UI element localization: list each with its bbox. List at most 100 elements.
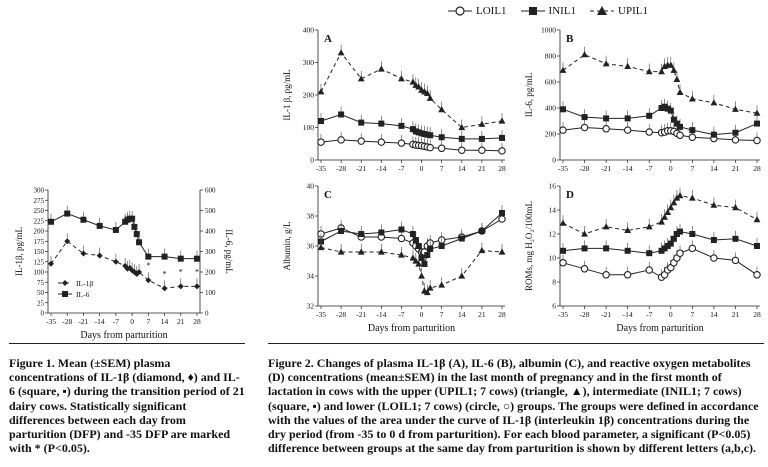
y2-tick-label: 100 — [205, 289, 216, 297]
data-point — [658, 247, 665, 254]
circle-open-marker-icon — [448, 6, 472, 16]
x-tick-label: 0 — [130, 317, 134, 326]
y2-tick-label: 300 — [205, 248, 216, 256]
x-tick-label: -14 — [623, 310, 633, 319]
series-il6 — [48, 205, 200, 262]
data-point — [145, 277, 152, 284]
data-point — [398, 251, 405, 258]
data-point — [124, 265, 131, 272]
series-upil1 — [559, 46, 761, 116]
data-point — [62, 280, 68, 286]
legend-item-inil1: INIL1 — [520, 5, 576, 17]
data-point — [415, 83, 423, 90]
data-point — [129, 215, 136, 222]
data-point — [177, 283, 184, 290]
x-tick-label: -35 — [46, 317, 56, 326]
data-point — [667, 240, 674, 247]
x-tick-label: 21 — [177, 317, 185, 326]
chart-panel: 6 8 10 12 14 16 -35 -28 -21 -14 -7 0 7 14 21 28 Days fro… — [524, 182, 761, 335]
data-point — [580, 123, 589, 132]
x-tick-label: -35 — [316, 310, 326, 319]
y-tick-label: 6 — [552, 302, 556, 311]
data-point — [667, 204, 675, 211]
x-tick-label: -28 — [336, 164, 346, 173]
y-tick-label: 1000 — [541, 26, 556, 35]
data-point — [670, 235, 677, 242]
legend-item-upil1: UPIL1 — [590, 5, 648, 17]
data-point — [357, 248, 365, 255]
y-tick-label: 275 — [34, 197, 45, 205]
data-point — [318, 118, 324, 124]
series-line — [320, 212, 503, 266]
x-tick-label: -21 — [601, 310, 611, 319]
x-tick-label: 21 — [478, 164, 486, 173]
data-point — [378, 229, 385, 236]
data-point — [731, 256, 740, 265]
data-point — [498, 147, 506, 155]
x-tick-label: -28 — [62, 317, 72, 326]
x-tick-label: 7 — [440, 164, 444, 173]
data-point — [581, 51, 588, 58]
data-point — [676, 131, 684, 140]
data-point — [581, 230, 588, 237]
data-point — [499, 210, 505, 216]
x-tick-label: 28 — [498, 164, 506, 173]
series-inil1 — [318, 106, 505, 142]
x-tick-label: -14 — [95, 317, 105, 326]
x-axis-label: Days from parturition — [616, 323, 703, 334]
y-tick-label: 250 — [34, 207, 45, 215]
data-point — [732, 129, 739, 136]
x-tick-label: 0 — [420, 164, 424, 173]
data-point — [581, 114, 588, 121]
y-tick-label: 50 — [37, 289, 45, 297]
data-point — [688, 194, 696, 201]
y-tick-label: 34 — [307, 272, 315, 281]
data-point — [357, 75, 365, 82]
data-point — [753, 109, 761, 116]
x-tick-label: 14 — [458, 310, 466, 319]
data-point — [732, 105, 739, 112]
x-tick-label: -14 — [376, 164, 386, 173]
data-point — [438, 106, 446, 113]
x-tick-label: 28 — [753, 164, 761, 173]
data-point — [412, 237, 419, 243]
data-point — [409, 254, 417, 261]
data-point — [423, 89, 431, 96]
data-point — [624, 115, 631, 122]
data-point — [96, 252, 103, 259]
data-point — [559, 219, 567, 226]
data-point — [478, 146, 486, 155]
data-point — [732, 235, 739, 242]
data-point — [676, 192, 684, 199]
x-tick-label: 0 — [669, 164, 673, 173]
x-tick-label: -7 — [646, 310, 652, 319]
series-loil1 — [317, 131, 506, 155]
data-point — [397, 139, 406, 147]
legend-label: IL-6 — [76, 290, 90, 299]
data-point — [398, 122, 405, 129]
data-point — [80, 250, 87, 257]
y-tick-label: 175 — [34, 238, 45, 246]
data-point — [624, 62, 632, 69]
caption-divider — [9, 343, 245, 344]
data-point — [688, 244, 697, 253]
x-tick-label: 7 — [440, 310, 444, 319]
legend-label: UPIL1 — [618, 5, 648, 17]
y-tick-label: 400 — [303, 26, 315, 35]
series-inil1 — [560, 98, 760, 138]
x-tick-label: -28 — [580, 164, 590, 173]
data-point — [689, 231, 696, 237]
x-tick-label: 7 — [146, 317, 150, 326]
data-point — [478, 120, 486, 127]
y-tick-label: 150 — [34, 248, 45, 256]
data-point — [194, 283, 200, 290]
panel-letter: D — [566, 189, 574, 201]
data-point — [560, 247, 566, 254]
y-tick-label: 14 — [549, 206, 557, 215]
caption-divider — [268, 343, 764, 344]
y-tick-label: 800 — [545, 52, 557, 61]
data-point — [602, 60, 610, 67]
x-tick-label: 0 — [669, 310, 673, 319]
data-point — [136, 269, 143, 275]
